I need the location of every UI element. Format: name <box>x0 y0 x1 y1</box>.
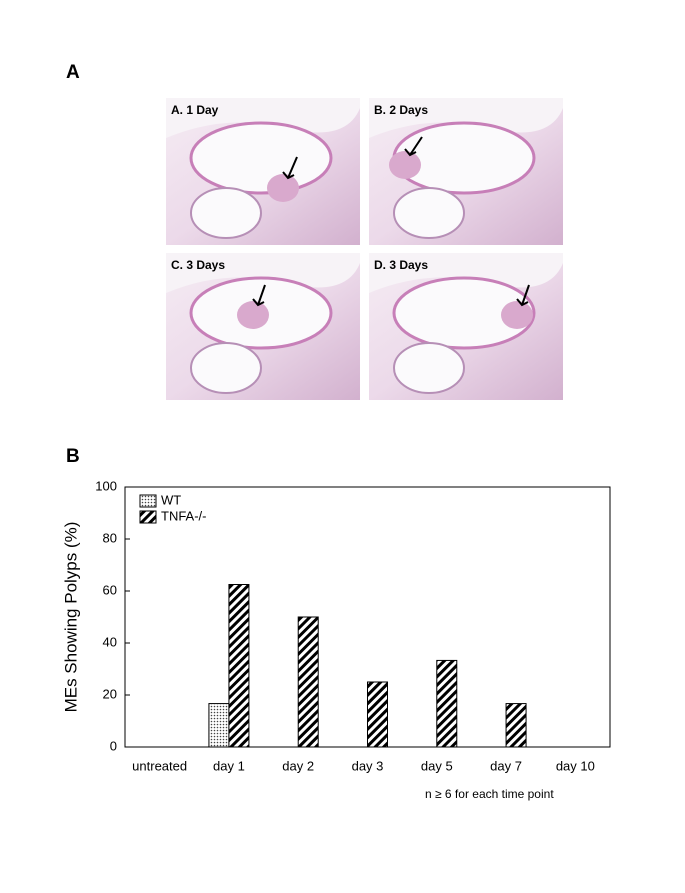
legend-swatch <box>139 510 157 524</box>
legend-swatch <box>139 494 157 508</box>
y-tick-label: 0 <box>110 738 117 753</box>
arrow-head <box>516 298 529 307</box>
arrow-head <box>252 298 265 307</box>
legend-label: TNFA-/- <box>161 508 207 523</box>
arrow <box>287 156 298 179</box>
y-axis-label: MEs Showing Polyps (%) <box>61 522 80 713</box>
micrograph: C. 3 Days <box>166 253 360 400</box>
image-grid: A. 1 Day B. 2 Days C. 3 Days D. 3 Days <box>166 98 563 400</box>
y-tick-label: 20 <box>103 686 117 701</box>
cavity <box>392 276 536 350</box>
legend-label: WT <box>161 492 181 507</box>
bar <box>505 703 527 748</box>
arrow <box>257 284 266 306</box>
arrow-head <box>404 148 417 157</box>
cavity <box>393 342 465 394</box>
y-tick-label: 80 <box>103 530 117 545</box>
cavity <box>189 121 333 195</box>
y-tick-label: 40 <box>103 634 117 649</box>
x-tick-label: day 3 <box>352 758 384 773</box>
x-tick-label: day 2 <box>282 758 314 773</box>
polyp <box>267 174 299 202</box>
panel-label: B <box>66 446 80 467</box>
y-tick-label: 60 <box>103 582 117 597</box>
x-tick-label: day 5 <box>421 758 453 773</box>
chart: 0 20 40 60 80 100 MEs Showing Polyps (%) untrea… <box>61 478 611 801</box>
x-tick-label: day 1 <box>213 758 245 773</box>
bar <box>367 681 388 748</box>
bar <box>297 616 319 748</box>
polyp <box>237 301 269 329</box>
polyp <box>501 301 533 329</box>
arrow-head <box>282 171 295 180</box>
micrograph: B. 2 Days <box>369 98 563 245</box>
note: n ≥ 6 for each time point <box>425 787 554 801</box>
arrow <box>409 136 423 156</box>
panel-label: A <box>66 62 80 83</box>
image-label: C. 3 Days <box>171 258 225 272</box>
image-label: A. 1 Day <box>171 103 219 117</box>
cavity <box>190 342 262 394</box>
image-label: B. 2 Days <box>374 103 428 117</box>
x-tick-label: day 7 <box>490 758 522 773</box>
x-tick-label: day 10 <box>556 758 595 773</box>
x-tick-label: untreated <box>132 758 187 773</box>
micrograph: A. 1 Day <box>166 98 360 245</box>
micrograph: D. 3 Days <box>369 253 563 400</box>
cavity <box>393 187 465 239</box>
bar <box>436 659 458 748</box>
polyp <box>389 151 421 179</box>
bar <box>208 703 230 748</box>
image-label: D. 3 Days <box>374 258 428 272</box>
bar <box>228 584 250 748</box>
arrow <box>521 284 530 306</box>
cavity <box>190 187 262 239</box>
y-tick-label: 100 <box>95 478 117 493</box>
